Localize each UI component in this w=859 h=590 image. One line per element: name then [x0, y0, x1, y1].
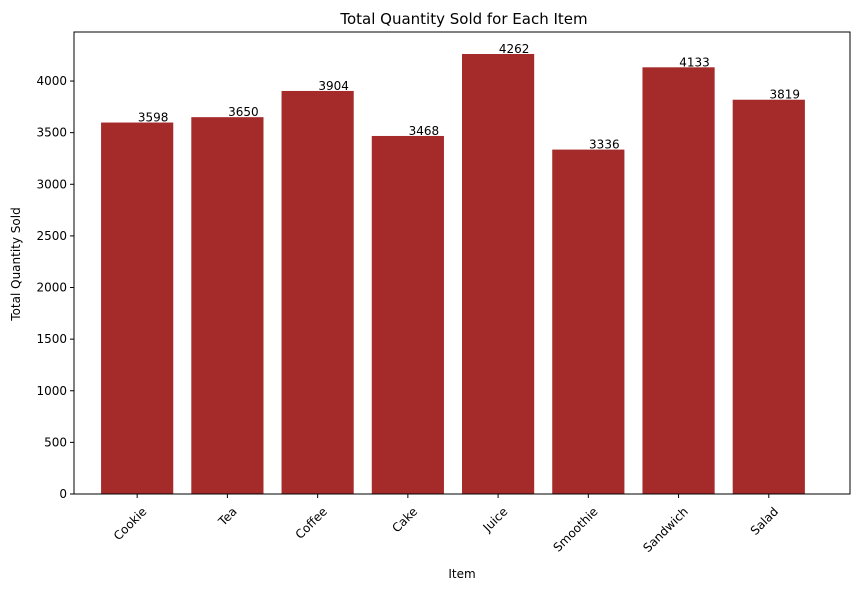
- data-label-cookie: 3598: [138, 111, 169, 125]
- x-tick-label-coffee: Coffee: [293, 504, 330, 541]
- y-tick-label-1500: 1500: [36, 332, 67, 346]
- x-tick-label-salad: Salad: [748, 504, 781, 537]
- data-label-sandwich: 4133: [679, 55, 710, 69]
- y-tick-label-3500: 3500: [36, 126, 67, 140]
- y-tick-label-2500: 2500: [36, 229, 67, 243]
- chart-title: Total Quantity Sold for Each Item: [339, 10, 587, 28]
- data-label-coffee: 3904: [318, 79, 349, 93]
- y-tick-label-2000: 2000: [36, 281, 67, 295]
- bar-cookie: [101, 122, 174, 494]
- bar-coffee: [281, 90, 354, 494]
- bar-smoothie: [552, 149, 625, 494]
- bar-salad: [732, 99, 805, 494]
- data-label-smoothie: 3336: [589, 138, 620, 152]
- plot-frame: [73, 31, 851, 495]
- x-axis-label: Item: [448, 567, 475, 581]
- x-tick-label-tea: Tea: [215, 504, 240, 529]
- data-label-juice: 4262: [499, 42, 530, 56]
- x-tick-label-sandwich: Sandwich: [640, 504, 691, 555]
- bar-sandwich: [642, 67, 715, 494]
- x-tick-label-juice: Juice: [480, 504, 511, 535]
- y-tick-label-1000: 1000: [36, 384, 67, 398]
- x-tick-label-cake: Cake: [389, 504, 420, 535]
- y-tick-label-500: 500: [44, 435, 67, 449]
- bar-cake: [371, 135, 444, 495]
- data-label-cake: 3468: [409, 124, 440, 138]
- y-axis: 0 500 1000 1500 2000 2500 3000 3500 4000: [36, 74, 74, 501]
- data-label-tea: 3650: [228, 105, 259, 119]
- bars-group: [101, 53, 805, 495]
- x-tick-label-smoothie: Smoothie: [550, 504, 600, 554]
- y-tick-label-4000: 4000: [36, 74, 67, 88]
- data-labels-group: 3598 3650 3904 3468 4262 3336 4133 3819: [138, 42, 800, 152]
- data-label-salad: 3819: [770, 88, 801, 102]
- y-axis-label: Total Quantity Sold: [9, 207, 23, 321]
- y-tick-label-0: 0: [59, 487, 67, 501]
- x-axis: Cookie Tea Coffee Cake Juice Smoothie Sandwich…: [111, 494, 781, 555]
- y-tick-label-3000: 3000: [36, 177, 67, 191]
- bar-juice: [462, 53, 535, 494]
- bar-tea: [191, 117, 264, 494]
- x-tick-label-cookie: Cookie: [111, 504, 150, 543]
